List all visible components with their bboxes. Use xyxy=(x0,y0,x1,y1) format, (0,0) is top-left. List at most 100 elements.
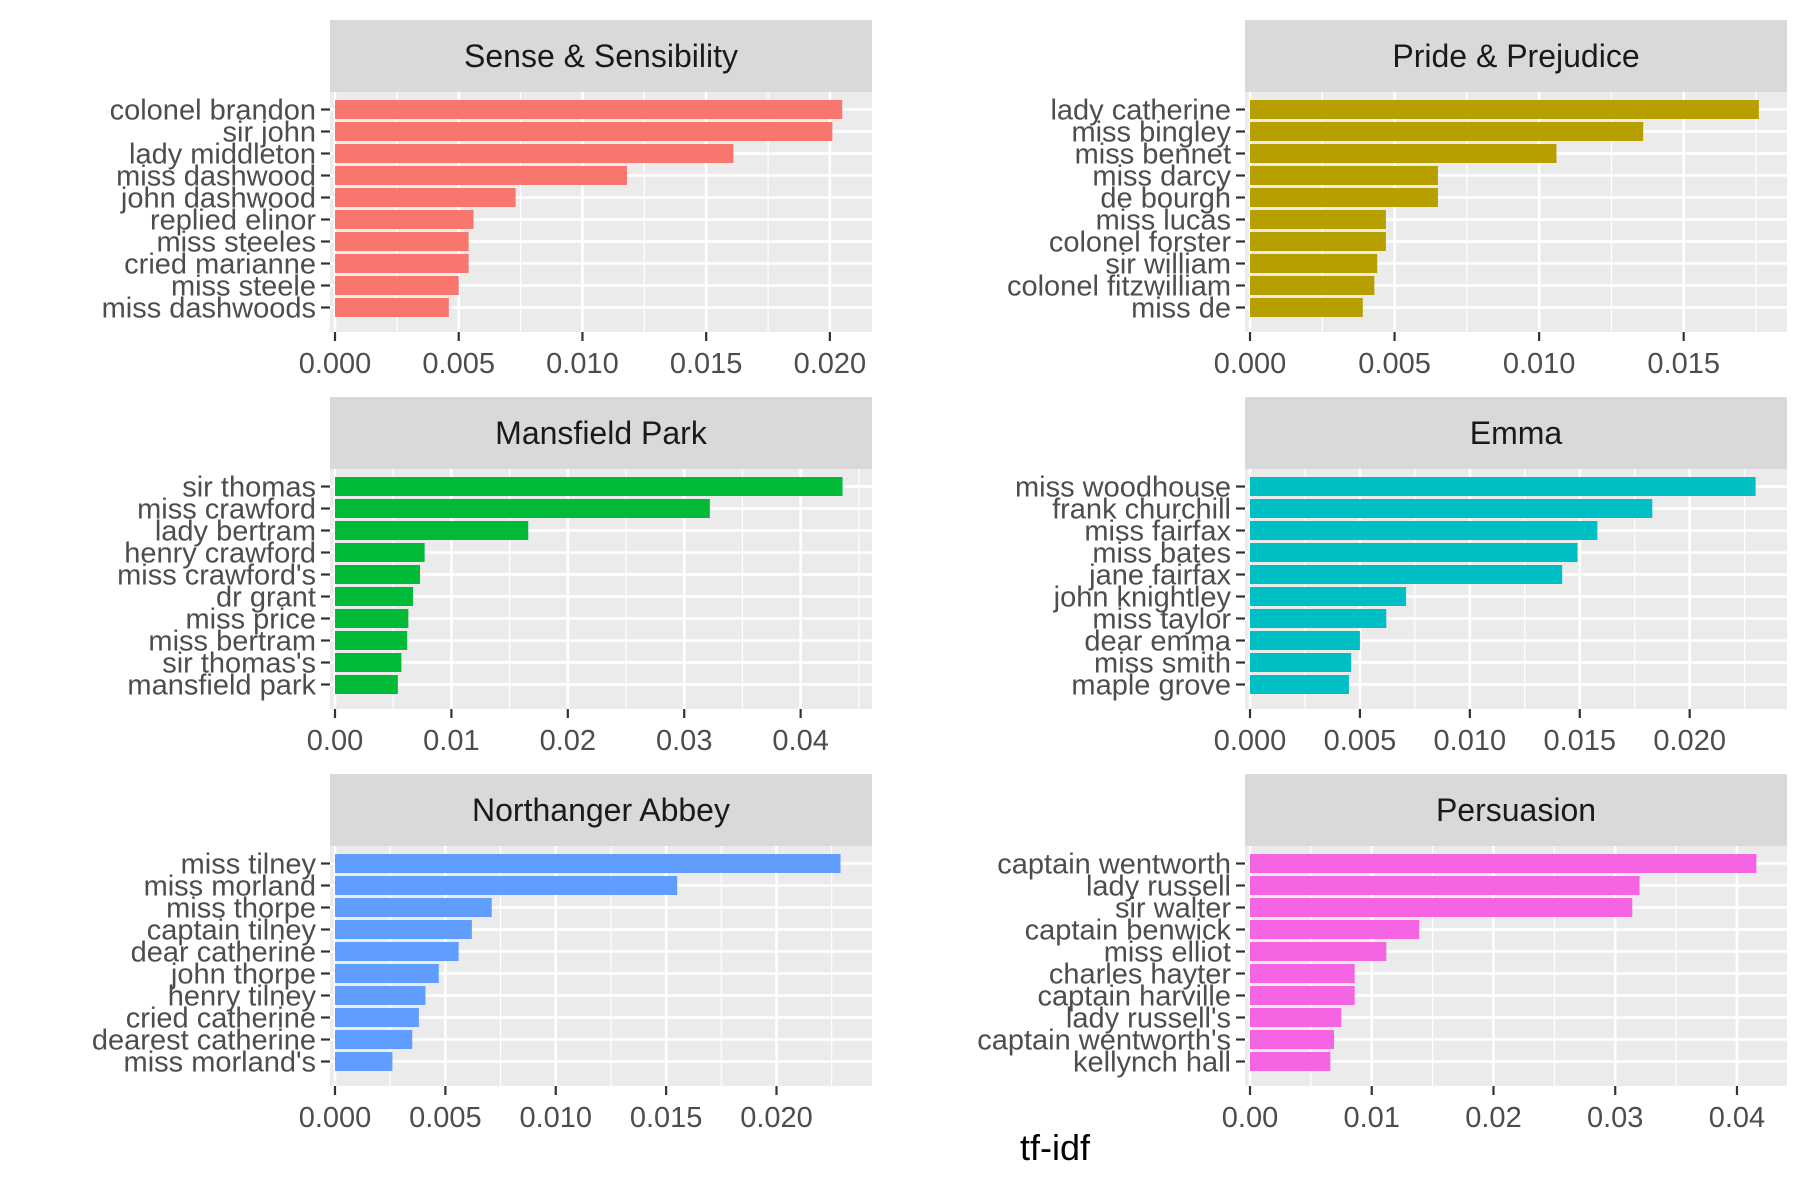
bar-colonel-forster xyxy=(1250,232,1386,251)
bar-captain-wentworth-s xyxy=(1250,1030,1334,1049)
facet-strip xyxy=(1245,397,1787,469)
category-label: miss bennet xyxy=(1075,139,1231,171)
x-tick-label: 0.02 xyxy=(540,725,596,757)
bar-jane-fairfax xyxy=(1250,565,1563,584)
category-label: captain benwick xyxy=(1025,915,1232,947)
bar-henry-tilney xyxy=(335,986,426,1005)
category-label: john knightley xyxy=(1053,582,1232,614)
category-label: miss crawford xyxy=(137,494,316,526)
x-tick-label: 0.005 xyxy=(1358,348,1431,380)
category-label: henry crawford xyxy=(124,538,316,570)
x-tick-label: 0.015 xyxy=(1543,725,1616,757)
bar-miss-elliot xyxy=(1250,942,1387,961)
category-label: miss woodhouse xyxy=(1015,472,1231,504)
bar-dearest-catherine xyxy=(335,1030,413,1049)
category-label: de bourgh xyxy=(1100,183,1231,215)
bar-miss-smith xyxy=(1250,653,1352,672)
bar-dear-emma xyxy=(1250,631,1360,650)
category-label: captain tilney xyxy=(147,915,317,947)
bar-kellynch-hall xyxy=(1250,1052,1331,1071)
x-tick-label: 0.020 xyxy=(740,1102,813,1134)
bar-john-thorpe xyxy=(335,964,439,983)
category-label: miss steele xyxy=(171,271,316,303)
bar-lady-russell-s xyxy=(1250,1008,1342,1027)
category-label: miss thorpe xyxy=(166,893,316,925)
x-tick-label: 0.015 xyxy=(670,348,743,380)
bar-charles-hayter xyxy=(1250,964,1355,983)
category-label: miss de xyxy=(1131,293,1231,325)
bar-miss-bennet xyxy=(1250,144,1557,163)
bar-miss-crawford xyxy=(335,499,710,518)
bar-miss-crawford-s xyxy=(335,565,420,584)
bar-captain-tilney xyxy=(335,920,472,939)
facet-strip xyxy=(330,20,872,92)
x-tick-label: 0.00 xyxy=(307,725,363,757)
bar-lady-bertram xyxy=(335,521,529,540)
bar-miss-steele xyxy=(335,276,459,295)
bar-miss-fairfax xyxy=(1250,521,1598,540)
category-label: miss taylor xyxy=(1092,604,1231,636)
bar-sir-john xyxy=(335,122,833,141)
x-tick-label: 0.015 xyxy=(1647,348,1720,380)
facet-title: Mansfield Park xyxy=(495,415,708,451)
category-label: captain harville xyxy=(1038,981,1231,1013)
x-tick-label: 0.010 xyxy=(546,348,619,380)
x-tick-label: 0.000 xyxy=(299,348,372,380)
x-tick-label: 0.005 xyxy=(422,348,495,380)
category-label: colonel fitzwilliam xyxy=(1007,271,1231,303)
x-tick-label: 0.020 xyxy=(794,348,867,380)
bar-colonel-brandon xyxy=(335,100,843,119)
category-label: lady russell's xyxy=(1066,1003,1231,1035)
x-tick-label: 0.000 xyxy=(299,1102,372,1134)
category-label: miss price xyxy=(185,604,316,636)
bar-john-knightley xyxy=(1250,587,1407,606)
x-tick-label: 0.010 xyxy=(1503,348,1576,380)
category-label: john dashwood xyxy=(120,183,316,215)
bar-miss-steeles xyxy=(335,232,469,251)
facet-title: Emma xyxy=(1470,415,1563,451)
category-label: lady catherine xyxy=(1050,95,1231,127)
category-label: miss steeles xyxy=(156,227,316,259)
category-label: dearest catherine xyxy=(92,1025,316,1057)
category-label: dr grant xyxy=(216,582,316,614)
x-tick-label: 0.010 xyxy=(519,1102,592,1134)
x-tick-label: 0.01 xyxy=(423,725,479,757)
bar-captain-wentworth xyxy=(1250,854,1757,873)
bar-miss-bingley xyxy=(1250,122,1644,141)
category-label: sir john xyxy=(223,117,317,149)
category-label: miss elliot xyxy=(1104,937,1231,969)
facet-title: Northanger Abbey xyxy=(472,792,730,828)
category-label: charles hayter xyxy=(1049,959,1231,991)
bar-miss-tilney xyxy=(335,854,841,873)
category-label: dear catherine xyxy=(131,937,316,969)
x-tick-label: 0.03 xyxy=(1587,1102,1643,1134)
facet-strip xyxy=(1245,774,1787,846)
category-label: henry tilney xyxy=(168,981,317,1013)
bar-miss-thorpe xyxy=(335,898,492,917)
bar-frank-churchill xyxy=(1250,499,1653,518)
category-label: captain wentworth xyxy=(997,849,1231,881)
bar-miss-morland-s xyxy=(335,1052,393,1071)
category-label: miss fairfax xyxy=(1084,516,1231,548)
category-label: lady russell xyxy=(1086,871,1231,903)
category-label: captain wentworth's xyxy=(977,1025,1231,1057)
bar-miss-bates xyxy=(1250,543,1578,562)
bar-captain-harville xyxy=(1250,986,1355,1005)
x-tick-label: 0.000 xyxy=(1214,725,1287,757)
category-label: mansfield park xyxy=(127,670,316,702)
category-label: miss smith xyxy=(1094,648,1231,680)
bar-miss-de xyxy=(1250,298,1363,317)
bar-dear-catherine xyxy=(335,942,459,961)
category-label: kellynch hall xyxy=(1073,1047,1231,1079)
category-label: cried marianne xyxy=(124,249,316,281)
facet-title: Sense & Sensibility xyxy=(464,38,738,74)
x-axis-title: tf-idf xyxy=(1020,1127,1091,1168)
x-tick-label: 0.02 xyxy=(1465,1102,1521,1134)
category-label: miss lucas xyxy=(1096,205,1231,237)
